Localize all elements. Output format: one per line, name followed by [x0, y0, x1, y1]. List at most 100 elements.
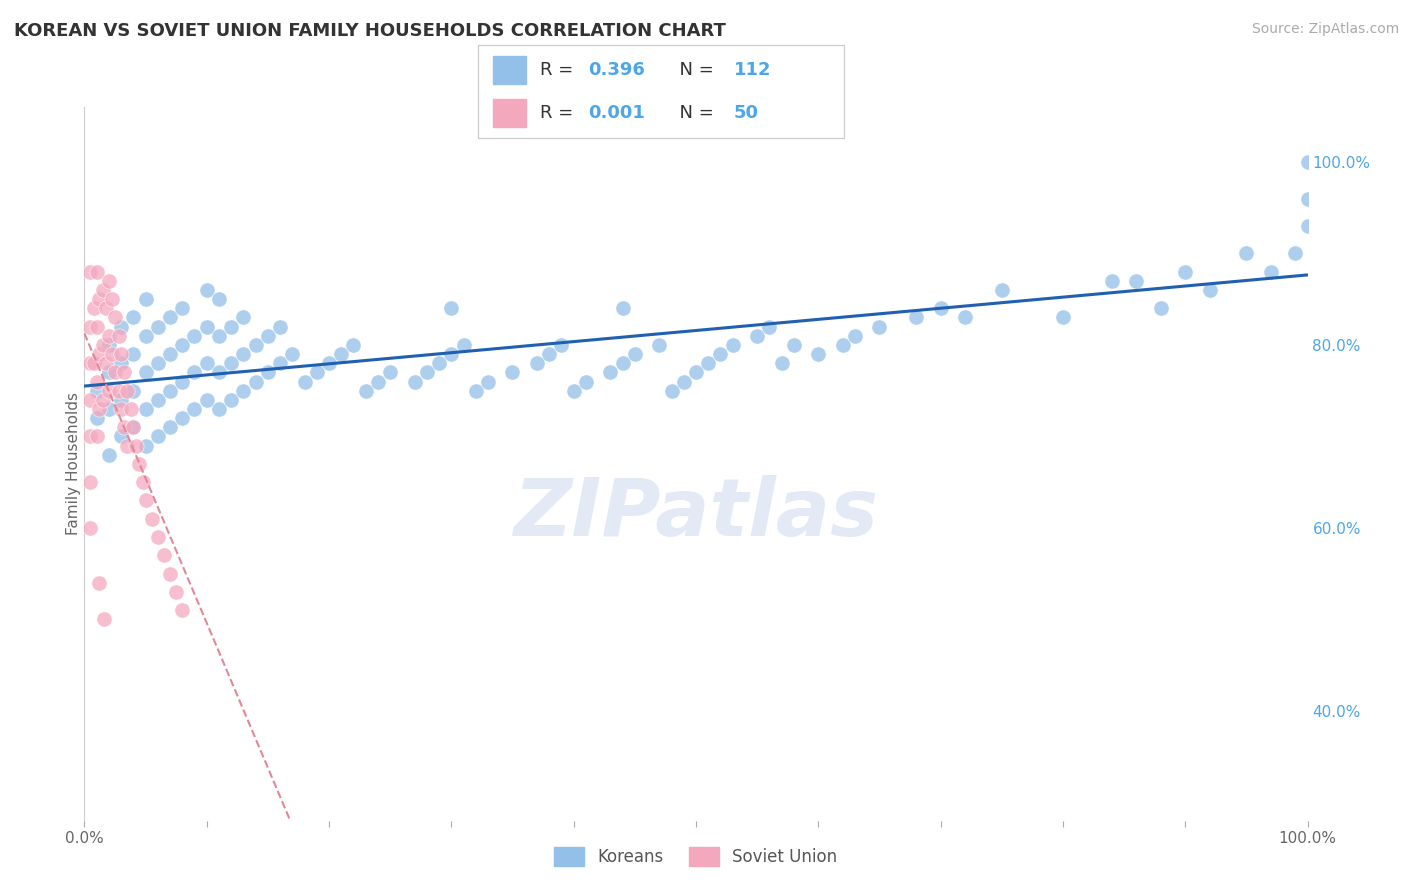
- Point: [1236, 246, 1258, 260]
- Point: [685, 365, 707, 379]
- Point: [96, 356, 118, 370]
- Point: [159, 310, 181, 325]
- Point: [87, 292, 110, 306]
- Point: [135, 438, 157, 452]
- Point: [380, 365, 402, 379]
- Point: [159, 347, 181, 361]
- Point: [101, 347, 124, 361]
- Point: [83, 356, 105, 370]
- Point: [93, 612, 115, 626]
- Point: [721, 338, 744, 352]
- Text: N =: N =: [668, 104, 720, 122]
- Point: [1198, 283, 1220, 297]
- Point: [929, 301, 952, 316]
- Point: [1284, 246, 1306, 260]
- Point: [905, 310, 928, 325]
- Point: [128, 457, 150, 471]
- Point: [79, 392, 101, 407]
- Point: [112, 420, 135, 434]
- Point: [195, 283, 218, 297]
- Y-axis label: Family Households: Family Households: [66, 392, 80, 535]
- Point: [110, 429, 132, 443]
- Point: [146, 530, 169, 544]
- Point: [453, 338, 475, 352]
- Point: [135, 365, 157, 379]
- Point: [427, 356, 450, 370]
- Point: [747, 328, 769, 343]
- Point: [122, 310, 145, 325]
- Point: [195, 356, 218, 370]
- Point: [97, 401, 120, 416]
- Point: [758, 319, 780, 334]
- Bar: [492, 56, 526, 84]
- Point: [83, 301, 105, 316]
- Point: [86, 429, 108, 443]
- Point: [208, 365, 231, 379]
- Point: [245, 338, 267, 352]
- Point: [208, 328, 231, 343]
- Point: [648, 338, 671, 352]
- Point: [97, 274, 120, 288]
- Point: [783, 338, 806, 352]
- Text: Source: ZipAtlas.com: Source: ZipAtlas.com: [1251, 22, 1399, 37]
- Point: [294, 375, 316, 389]
- Point: [208, 292, 231, 306]
- Point: [219, 356, 242, 370]
- Point: [97, 365, 120, 379]
- Point: [146, 356, 169, 370]
- Point: [97, 338, 120, 352]
- Point: [953, 310, 976, 325]
- Point: [195, 392, 218, 407]
- Text: ZIPatlas: ZIPatlas: [513, 475, 879, 553]
- Point: [281, 347, 304, 361]
- Point: [367, 375, 389, 389]
- Point: [91, 392, 114, 407]
- Point: [86, 265, 108, 279]
- Point: [183, 365, 205, 379]
- Point: [122, 420, 145, 434]
- Point: [305, 365, 328, 379]
- Point: [612, 301, 634, 316]
- Point: [159, 566, 181, 581]
- Point: [79, 521, 101, 535]
- Point: [1296, 192, 1319, 206]
- Point: [195, 319, 218, 334]
- Point: [330, 347, 353, 361]
- Point: [79, 319, 101, 334]
- Point: [672, 375, 695, 389]
- Point: [538, 347, 561, 361]
- Point: [342, 338, 364, 352]
- Point: [86, 319, 108, 334]
- Point: [257, 328, 280, 343]
- Point: [354, 384, 377, 398]
- Point: [132, 475, 155, 490]
- Bar: [492, 99, 526, 127]
- Point: [232, 384, 254, 398]
- Point: [101, 292, 124, 306]
- Text: N =: N =: [668, 61, 720, 78]
- Point: [991, 283, 1014, 297]
- Point: [87, 401, 110, 416]
- Point: [107, 328, 129, 343]
- Point: [562, 384, 585, 398]
- Point: [172, 338, 194, 352]
- Point: [172, 375, 194, 389]
- Point: [807, 347, 830, 361]
- Point: [440, 301, 463, 316]
- Point: [245, 375, 267, 389]
- Point: [831, 338, 853, 352]
- Point: [135, 328, 157, 343]
- Point: [107, 384, 129, 398]
- Point: [1296, 155, 1319, 169]
- Text: 112: 112: [734, 61, 772, 78]
- Text: 0.001: 0.001: [588, 104, 644, 122]
- Point: [172, 603, 194, 617]
- Point: [599, 365, 621, 379]
- Point: [79, 475, 101, 490]
- Point: [219, 319, 242, 334]
- Point: [96, 301, 118, 316]
- Point: [135, 292, 157, 306]
- Point: [97, 448, 120, 462]
- Point: [110, 401, 132, 416]
- Point: [1125, 274, 1147, 288]
